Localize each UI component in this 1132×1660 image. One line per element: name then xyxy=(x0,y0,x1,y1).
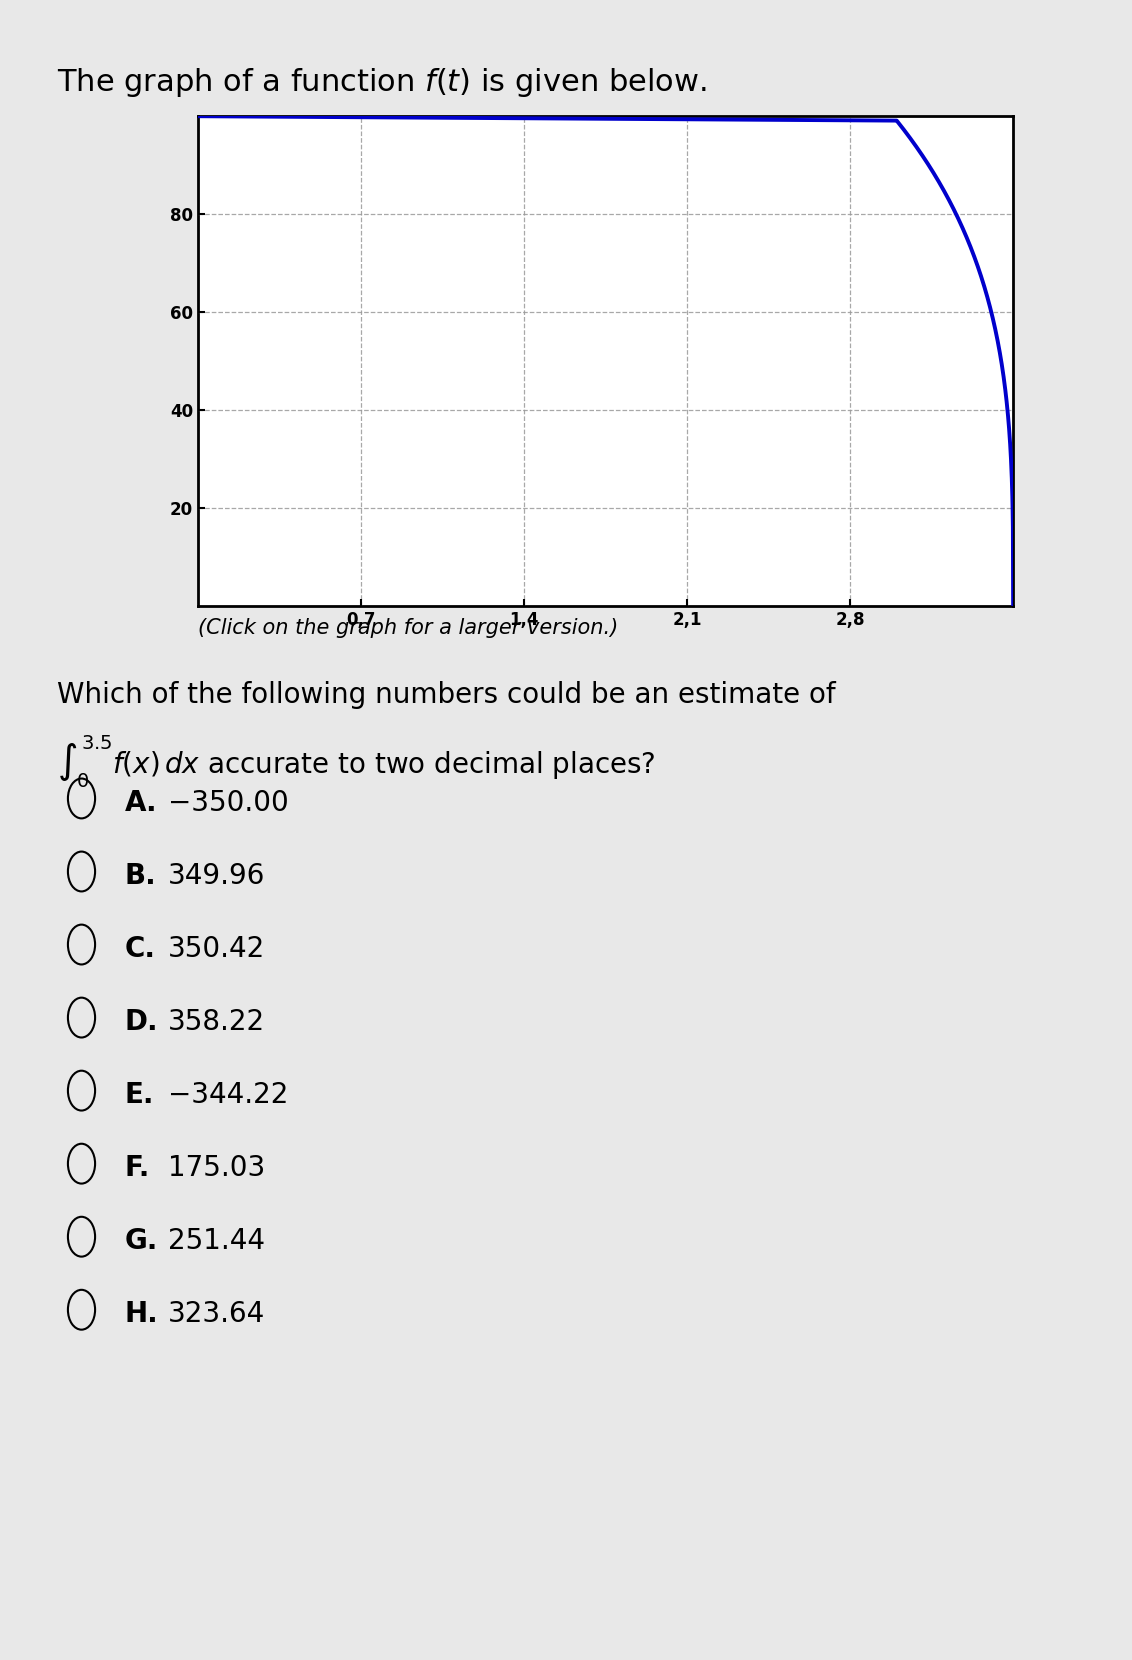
Text: A.: A. xyxy=(125,788,157,817)
Text: 349.96: 349.96 xyxy=(168,862,265,890)
Text: −350.00: −350.00 xyxy=(168,788,289,817)
Text: 350.42: 350.42 xyxy=(168,935,265,963)
Text: 323.64: 323.64 xyxy=(168,1300,265,1328)
Text: Which of the following numbers could be an estimate of: Which of the following numbers could be … xyxy=(57,681,835,709)
Text: 251.44: 251.44 xyxy=(168,1227,265,1255)
Text: $\int_0^{3.5} f(x)\,dx$ accurate to two decimal places?: $\int_0^{3.5} f(x)\,dx$ accurate to two … xyxy=(57,734,655,790)
Text: 175.03: 175.03 xyxy=(168,1154,265,1182)
Text: H.: H. xyxy=(125,1300,158,1328)
Text: C.: C. xyxy=(125,935,155,963)
Text: (Click on the graph for a larger version.): (Click on the graph for a larger version… xyxy=(198,618,618,637)
Text: G.: G. xyxy=(125,1227,157,1255)
Text: D.: D. xyxy=(125,1008,158,1036)
Text: B.: B. xyxy=(125,862,156,890)
Text: F.: F. xyxy=(125,1154,149,1182)
Text: The graph of a function $f(t)$ is given below.: The graph of a function $f(t)$ is given … xyxy=(57,66,706,100)
Text: −344.22: −344.22 xyxy=(168,1081,288,1109)
Text: E.: E. xyxy=(125,1081,154,1109)
Text: 358.22: 358.22 xyxy=(168,1008,265,1036)
